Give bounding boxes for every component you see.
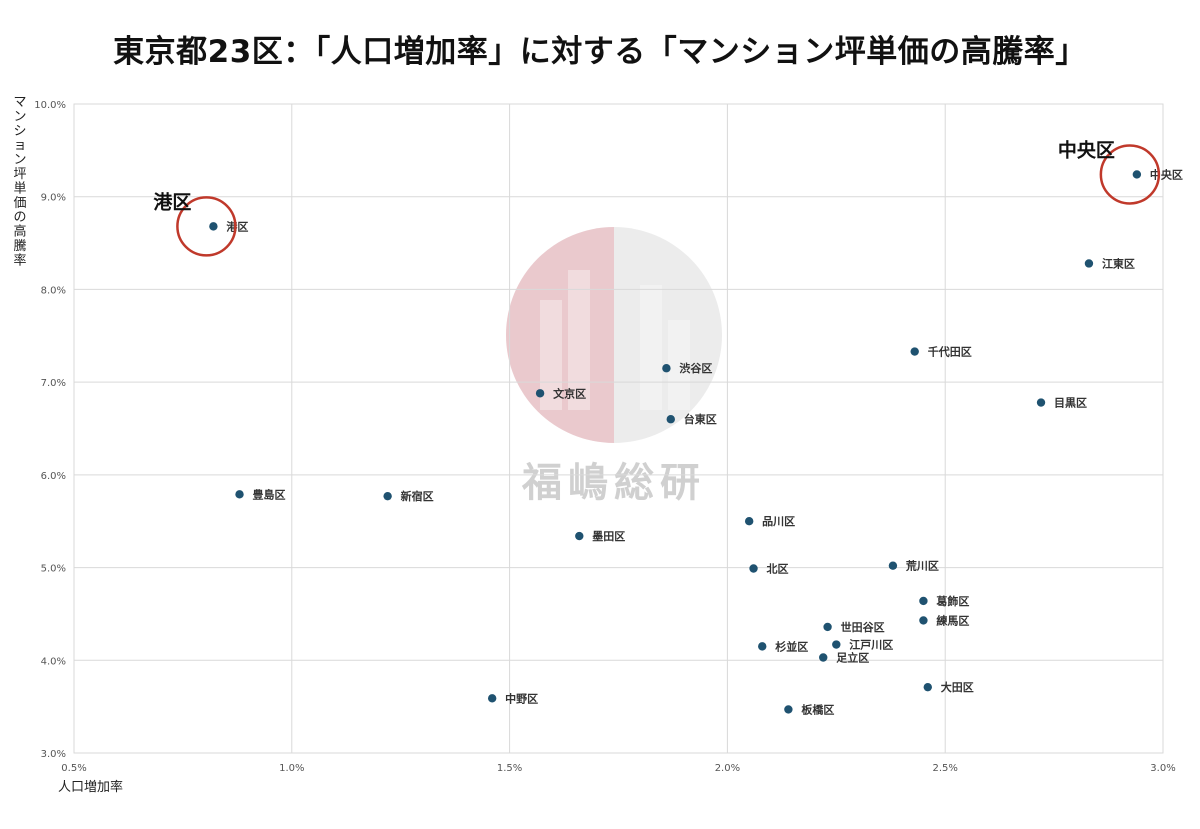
point-label: 墨田区 [592, 530, 625, 543]
point-label: 中央区 [1150, 167, 1183, 181]
point-label: 板橋区 [801, 702, 834, 716]
point-label: 千代田区 [928, 345, 972, 359]
data-point [923, 682, 932, 692]
x-tick-label: 1.0% [279, 763, 304, 774]
y-tick-label: 9.0% [41, 193, 66, 204]
point-label: 江東区 [1102, 256, 1135, 270]
x-tick-label: 2.0% [715, 763, 740, 774]
data-point [832, 640, 841, 649]
data-point [784, 705, 793, 714]
data-point [487, 694, 497, 703]
data-point [919, 596, 928, 606]
point-label: 品川区 [762, 515, 795, 528]
point-label: 大田区 [941, 680, 974, 694]
point-label: 台東区 [684, 412, 717, 426]
callout-label: 港区 [153, 191, 191, 213]
point-label: 豊島区 [253, 487, 286, 501]
point-label: 足立区 [836, 651, 869, 665]
data-point [235, 490, 244, 499]
data-point [749, 564, 758, 573]
y-tick-label: 3.0% [41, 749, 66, 760]
y-axis-label: マンション坪単価の高騰率 [13, 95, 26, 268]
point-label: 港区 [226, 219, 248, 233]
callouts: 港区 中央区 [153, 138, 1161, 257]
point-label: 杉並区 [775, 639, 808, 653]
data-point [666, 415, 675, 424]
data-point [1132, 170, 1142, 179]
point-label: 世田谷区 [841, 620, 885, 634]
point-label: 目黒区 [1054, 397, 1087, 410]
y-tick-label: 4.0% [41, 656, 66, 667]
data-point [744, 517, 754, 526]
data-point [758, 642, 767, 651]
x-tick-label: 1.5% [497, 763, 522, 774]
point-label: 新宿区 [401, 489, 434, 503]
data-point [910, 347, 919, 356]
data-point [919, 616, 928, 625]
point-label: 葛飾区 [935, 594, 969, 608]
data-point [662, 364, 671, 373]
x-tick-label: 2.5% [932, 763, 957, 774]
x-tick-label: 0.5% [61, 763, 86, 774]
data-point [1084, 259, 1094, 268]
data-point [575, 531, 584, 541]
watermark-logo: 福嶋総研 [506, 227, 722, 506]
highlight-circle [176, 196, 237, 257]
axis-ticks: 0.5% 1.0% 1.5% 2.0% 2.5% 3.0% 3.0% 4.0% 5.0% 6.0%… [34, 100, 1175, 774]
point-label: 中野区 [505, 691, 538, 705]
y-tick-label: 10.0% [34, 100, 66, 111]
x-axis-label: 人口増加率 [58, 779, 123, 795]
grid-lines [73, 103, 1164, 754]
y-tick-label: 5.0% [41, 564, 66, 575]
data-point [535, 389, 545, 398]
data-point [209, 222, 218, 231]
y-tick-label: 7.0% [41, 378, 66, 389]
y-tick-label: 8.0% [41, 285, 66, 296]
point-label: 江戸川区 [849, 638, 893, 652]
point-label: 渋谷区 [679, 361, 712, 375]
data-point [1036, 398, 1046, 407]
y-tick-label: 6.0% [41, 471, 66, 482]
chart-title: 東京都23区：「人口増加率」に対する「マンション坪単価の高騰率」 [113, 34, 1087, 70]
x-tick-label: 3.0% [1150, 763, 1175, 774]
watermark-text: 福嶋総研 [521, 460, 706, 506]
point-label: 荒川区 [905, 559, 939, 573]
data-point [819, 653, 828, 662]
data-point [823, 622, 832, 632]
data-point [383, 491, 392, 501]
point-label: 北区 [767, 561, 789, 575]
point-label: 練馬区 [936, 613, 969, 627]
highlight-circle [1099, 144, 1161, 205]
callout-label: 中央区 [1058, 138, 1115, 161]
point-label: 文京区 [553, 386, 586, 400]
data-point [888, 561, 898, 570]
